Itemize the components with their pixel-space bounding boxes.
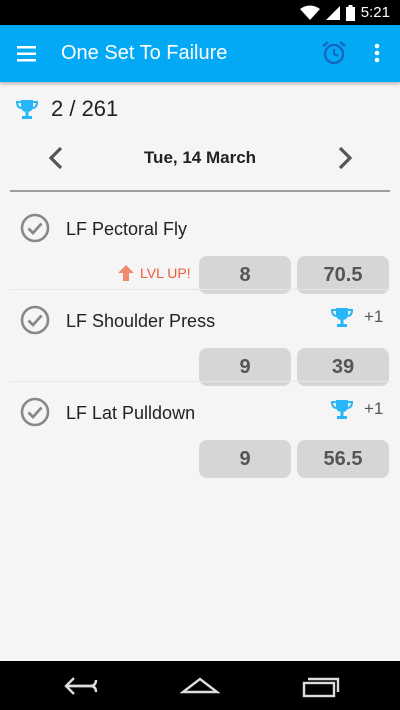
trophy-icon [330, 400, 354, 419]
previous-day-button[interactable] [45, 144, 69, 172]
app-title: One Set To Failure [61, 42, 228, 64]
exercise-row: LF Pectoral Fly LVL UP! 8 70.5 [10, 198, 390, 294]
reps-field[interactable]: 9 [199, 440, 291, 478]
chevron-right-icon [338, 146, 353, 170]
row-divider [10, 381, 390, 382]
status-icons: 5:21 [299, 4, 390, 21]
more-vert-icon [374, 43, 380, 63]
trophy-summary: 2 / 261 [15, 96, 118, 122]
home-icon[interactable] [180, 673, 220, 699]
exercise-row: LF Shoulder Press +1 9 39 [10, 290, 390, 386]
trophy-increment: +1 [364, 307, 384, 326]
exercise-name: LF Lat Pulldown [66, 403, 196, 423]
weight-field[interactable]: 39 [297, 348, 389, 386]
system-navigation-bar [0, 661, 400, 710]
status-bar: 5:21 [0, 0, 400, 25]
alarm-clock-icon [322, 41, 346, 65]
exercise-name: LF Pectoral Fly [66, 219, 188, 239]
status-time: 5:21 [360, 4, 390, 21]
back-icon[interactable] [62, 673, 100, 699]
exercise-row: LF Lat Pulldown +1 9 56.5 [10, 382, 390, 478]
check-circle-icon[interactable] [19, 304, 51, 336]
signal-icon [325, 5, 340, 20]
more-options-button[interactable] [367, 38, 387, 68]
level-up-badge: LVL UP! [116, 263, 191, 283]
arrow-up-icon [118, 265, 134, 281]
trophy-icon [330, 308, 354, 327]
wifi-icon [299, 5, 320, 20]
app-bar: One Set To Failure [0, 25, 400, 82]
reps-field[interactable]: 9 [199, 348, 291, 386]
chevron-left-icon [48, 146, 63, 170]
exercise-name: LF Shoulder Press [66, 311, 216, 331]
reps-field[interactable]: 8 [199, 256, 291, 294]
row-divider [10, 289, 390, 290]
level-up-label: LVL UP! [140, 265, 191, 281]
menu-icon [17, 46, 36, 62]
trophy-count: 2 / 261 [51, 96, 119, 121]
battery-icon [345, 4, 355, 21]
next-day-button[interactable] [332, 144, 356, 172]
current-date: Tue, 14 March [143, 148, 257, 167]
weight-field[interactable]: 56.5 [297, 440, 389, 478]
check-circle-icon[interactable] [19, 212, 51, 244]
alarm-button[interactable] [319, 38, 349, 68]
date-navigation: Tue, 14 March [0, 140, 400, 176]
trophy-increment: +1 [364, 399, 384, 418]
divider [10, 190, 390, 192]
weight-field[interactable]: 70.5 [297, 256, 389, 294]
check-circle-icon[interactable] [19, 396, 51, 428]
trophy-icon [15, 100, 39, 119]
recents-icon[interactable] [300, 673, 340, 699]
menu-button[interactable] [13, 39, 43, 69]
